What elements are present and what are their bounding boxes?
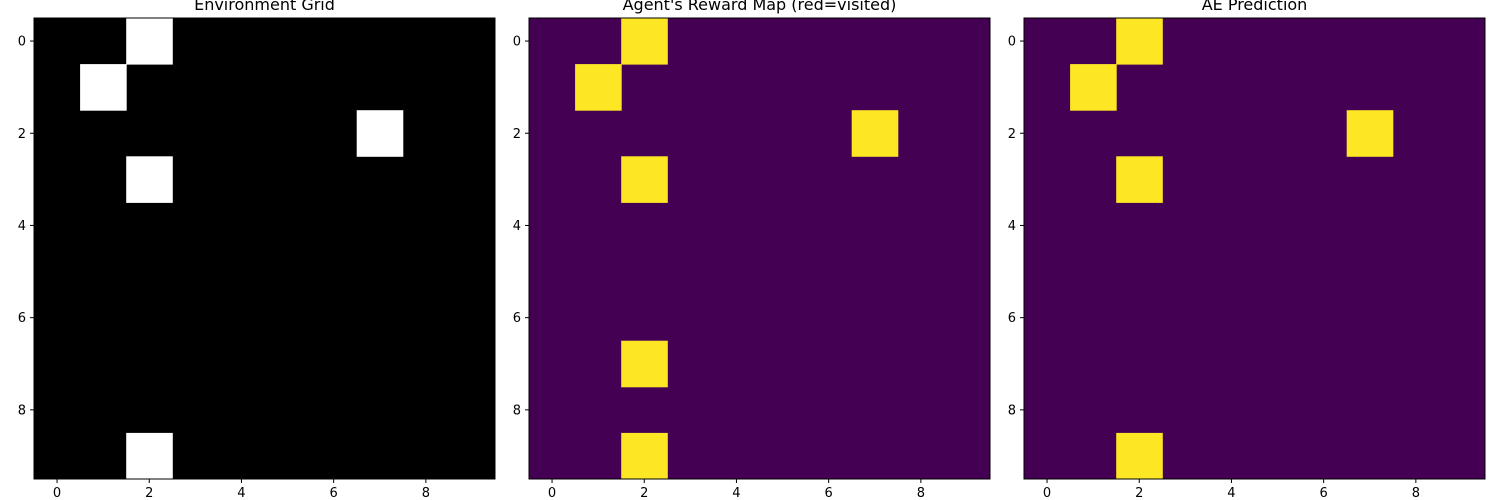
heatmap-cell xyxy=(851,110,899,157)
y-tick-label: 4 xyxy=(18,219,26,234)
y-tick-label: 0 xyxy=(1008,35,1016,50)
x-tick-label: 0 xyxy=(548,486,556,500)
x-tick-label: 0 xyxy=(53,486,61,500)
x-tick-label: 4 xyxy=(732,486,740,500)
heatmap-cell xyxy=(1116,18,1163,65)
heatmap-cell xyxy=(1116,156,1163,203)
y-tick-label: 8 xyxy=(1008,403,1016,418)
x-tick-label: 4 xyxy=(1227,486,1235,500)
axes-frame xyxy=(528,17,991,480)
y-tick-label: 2 xyxy=(513,127,521,142)
x-tick-label: 0 xyxy=(1043,486,1051,500)
panel-environment-grid: Environment Grid 0 2 4 6 8 0 2 4 6 8 xyxy=(18,0,496,500)
heatmap-cell xyxy=(1116,432,1163,480)
x-tick-label: 8 xyxy=(917,486,925,500)
heatmap-cell xyxy=(1346,110,1394,157)
heatmap-cell xyxy=(1070,64,1117,111)
x-tick-label: 6 xyxy=(825,486,833,500)
x-tick-label: 4 xyxy=(237,486,245,500)
heatmap-cell xyxy=(80,64,127,111)
y-tick-label: 8 xyxy=(18,403,26,418)
y-tick-label: 2 xyxy=(1008,127,1016,142)
heatmap-cell xyxy=(126,18,173,65)
panel-reward-map: Agent's Reward Map (red=visited) 0 2 4 6 8 0 2 4… xyxy=(513,0,991,500)
x-tick-label: 6 xyxy=(1320,486,1328,500)
axes-frame xyxy=(33,17,496,480)
heatmap-cell xyxy=(126,156,173,203)
y-tick-label: 4 xyxy=(513,219,521,234)
y-tick-label: 2 xyxy=(18,127,26,142)
y-tick-label: 6 xyxy=(513,311,521,326)
heatmap-cell xyxy=(126,432,173,480)
heatmap-cell xyxy=(621,340,668,388)
panel-title: Agent's Reward Map (red=visited) xyxy=(623,0,897,14)
heatmap-cell xyxy=(356,110,404,157)
x-tick-label: 8 xyxy=(422,486,430,500)
panel-title: Environment Grid xyxy=(194,0,335,14)
heatmap-cell xyxy=(621,18,668,65)
y-tick-label: 0 xyxy=(513,35,521,50)
heatmap-cell xyxy=(621,156,668,203)
panel-ae-prediction: AE Prediction 0 2 4 6 8 0 2 4 6 8 xyxy=(1008,0,1486,500)
panel-title: AE Prediction xyxy=(1202,0,1308,14)
x-tick-label: 2 xyxy=(1135,486,1143,500)
heatmap-cell xyxy=(621,432,668,480)
x-tick-label: 2 xyxy=(145,486,153,500)
y-tick-label: 4 xyxy=(1008,219,1016,234)
y-tick-label: 0 xyxy=(18,35,26,50)
y-tick-label: 8 xyxy=(513,403,521,418)
x-tick-label: 6 xyxy=(330,486,338,500)
y-tick-label: 6 xyxy=(1008,311,1016,326)
x-tick-label: 8 xyxy=(1412,486,1420,500)
axes-frame xyxy=(1023,17,1486,480)
y-tick-label: 6 xyxy=(18,311,26,326)
heatmap-cell xyxy=(575,64,622,111)
x-tick-label: 2 xyxy=(640,486,648,500)
